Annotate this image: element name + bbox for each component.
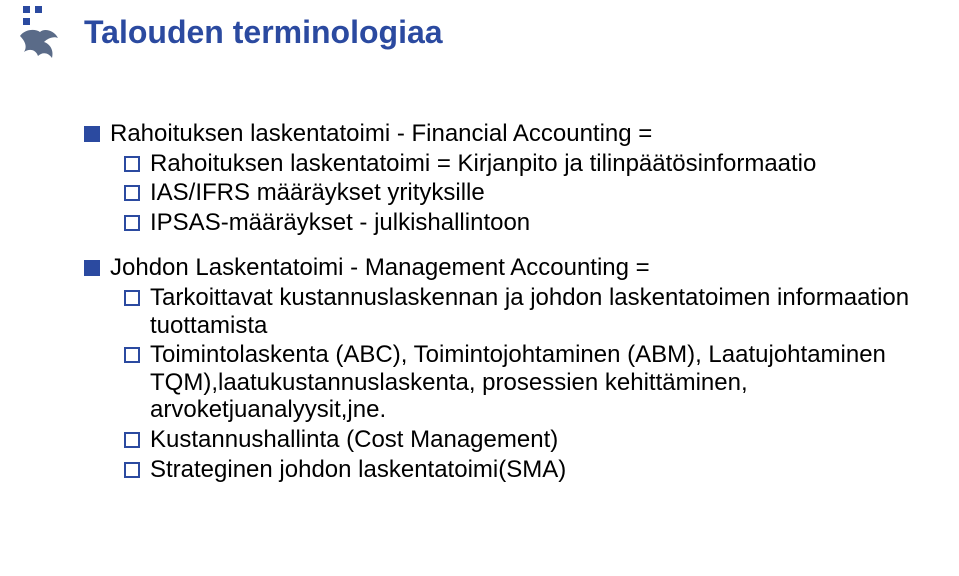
- square-outline-bullet-icon: [124, 215, 140, 231]
- body-text: Johdon Laskentatoimi - Management Accoun…: [110, 254, 914, 282]
- slide-content: Rahoituksen laskentatoimi - Financial Ac…: [84, 120, 914, 485]
- eagle-icon: [14, 26, 62, 66]
- body-text: IAS/IFRS määräykset yrityksille: [150, 179, 914, 207]
- body-text: IPSAS-määräykset - julkishallintoon: [150, 209, 914, 237]
- bullet-level1: Johdon Laskentatoimi - Management Accoun…: [84, 254, 914, 282]
- body-text: Rahoituksen laskentatoimi = Kirjanpito j…: [150, 150, 914, 178]
- body-text: Rahoituksen laskentatoimi - Financial Ac…: [110, 120, 914, 148]
- logo: [14, 6, 62, 66]
- square-outline-bullet-icon: [124, 462, 140, 478]
- square-outline-bullet-icon: [124, 156, 140, 172]
- square-bullet-icon: [84, 126, 100, 142]
- bullet-level2: Strateginen johdon laskentatoimi(SMA): [124, 456, 914, 484]
- square-outline-bullet-icon: [124, 185, 140, 201]
- square-outline-bullet-icon: [124, 290, 140, 306]
- body-text: Strateginen johdon laskentatoimi(SMA): [150, 456, 914, 484]
- bullet-level2: IPSAS-määräykset - julkishallintoon: [124, 209, 914, 237]
- bullet-level2: Toimintolaskenta (ABC), Toimintojohtamin…: [124, 341, 914, 424]
- square-bullet-icon: [84, 260, 100, 276]
- slide: Talouden terminologiaa Rahoituksen laske…: [0, 0, 959, 576]
- slide-title: Talouden terminologiaa: [84, 14, 443, 51]
- body-text: Toimintolaskenta (ABC), Toimintojohtamin…: [150, 341, 914, 424]
- bullet-level1: Rahoituksen laskentatoimi - Financial Ac…: [84, 120, 914, 148]
- square-outline-bullet-icon: [124, 347, 140, 363]
- bullet-level2: Tarkoittavat kustannuslaskennan ja johdo…: [124, 284, 914, 339]
- bullet-level2: Kustannushallinta (Cost Management): [124, 426, 914, 454]
- bullet-level2: IAS/IFRS määräykset yrityksille: [124, 179, 914, 207]
- body-text: Kustannushallinta (Cost Management): [150, 426, 914, 454]
- square-outline-bullet-icon: [124, 432, 140, 448]
- bullet-level2: Rahoituksen laskentatoimi = Kirjanpito j…: [124, 150, 914, 178]
- body-text: Tarkoittavat kustannuslaskennan ja johdo…: [150, 284, 914, 339]
